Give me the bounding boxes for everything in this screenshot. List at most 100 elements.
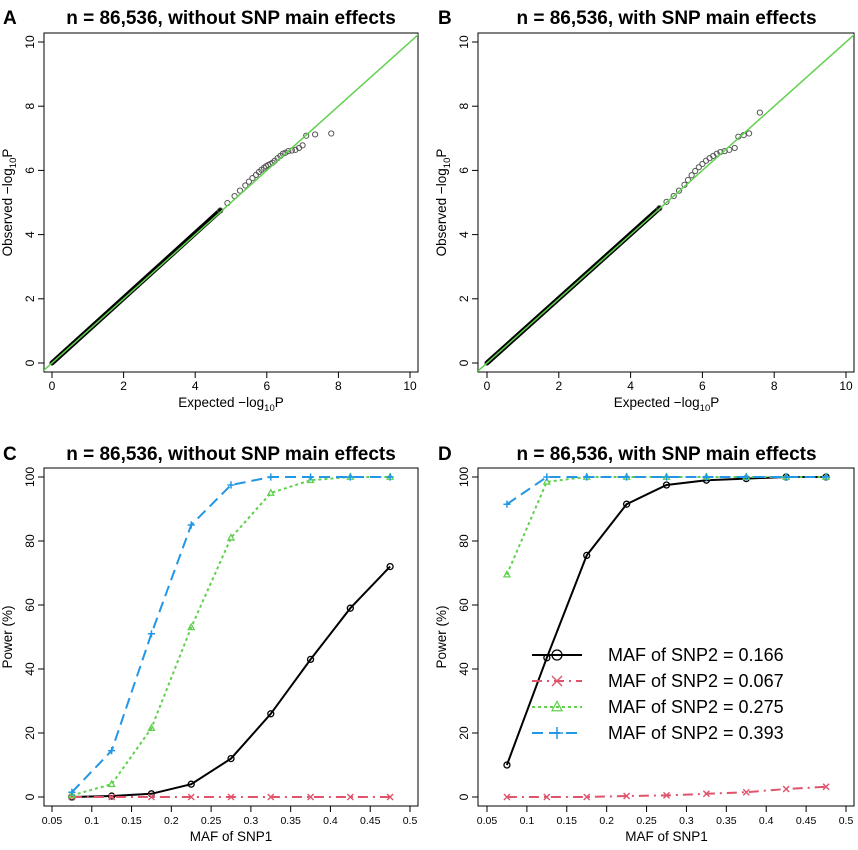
panel-letter: B xyxy=(438,8,452,29)
series-point xyxy=(543,793,551,801)
qq-point xyxy=(312,131,319,138)
x-axis-label: Expected −log10P xyxy=(614,395,720,414)
qq-point xyxy=(245,178,252,185)
series-point xyxy=(226,533,236,541)
y-tick-label: 100 xyxy=(457,467,471,487)
x-tick-label: 0.2 xyxy=(599,815,614,827)
y-tick-label: 80 xyxy=(23,534,37,548)
x-tick-label: 0.05 xyxy=(42,815,63,827)
x-tick-label: 0.15 xyxy=(557,815,578,827)
x-tick-label: 8 xyxy=(771,379,778,393)
series-point xyxy=(583,551,591,560)
qq-point xyxy=(236,187,244,194)
y-axis-label: Power (%) xyxy=(434,605,449,668)
series-point xyxy=(147,723,156,732)
plot-area xyxy=(44,33,418,372)
series-point xyxy=(386,562,394,571)
qq-point xyxy=(756,109,763,116)
series-point xyxy=(187,622,196,631)
label-part: P xyxy=(275,395,284,410)
series-point xyxy=(227,793,235,801)
x-tick-label: 4 xyxy=(192,379,199,393)
reference-line xyxy=(44,33,418,372)
series-point xyxy=(267,710,275,718)
x-tick-label: 0.5 xyxy=(403,815,418,827)
qq-point xyxy=(242,182,249,189)
series-point xyxy=(622,500,631,508)
series-point xyxy=(108,792,116,800)
x-tick-label: 8 xyxy=(335,379,342,393)
series-point xyxy=(227,754,235,763)
qq-point xyxy=(713,150,720,157)
y-tick-label: 100 xyxy=(23,467,37,487)
plot-area xyxy=(478,33,854,372)
legend-label: MAF of SNP2 = 0.067 xyxy=(608,671,784,691)
qq-point xyxy=(731,144,738,152)
legend-item: MAF of SNP2 = 0.067 xyxy=(532,671,784,691)
series-line xyxy=(71,565,391,798)
series-point xyxy=(742,473,750,481)
series-point xyxy=(187,780,195,788)
y-tick-label: 2 xyxy=(457,295,471,302)
series-point xyxy=(702,473,710,481)
y-tick-label: 60 xyxy=(23,598,37,612)
x-tick-label: 0.15 xyxy=(121,815,142,827)
series-3 xyxy=(502,472,831,578)
y-tick-label: 0 xyxy=(457,359,471,366)
qq-point xyxy=(692,167,699,175)
qq-point xyxy=(285,148,292,155)
y-tick-label: 40 xyxy=(457,662,471,676)
y-tick-label: 10 xyxy=(457,35,471,49)
series-point xyxy=(147,793,155,801)
x-tick-label: 0.3 xyxy=(679,815,694,827)
series-point xyxy=(583,793,591,801)
x-tick-label: 0 xyxy=(484,379,491,393)
y-tick-label: 20 xyxy=(23,726,37,740)
x-tick-label: 0.35 xyxy=(280,815,301,827)
panel-letter: A xyxy=(3,8,17,29)
plot-box xyxy=(43,32,419,373)
series-point xyxy=(187,793,195,801)
qq-point xyxy=(702,157,710,164)
series-point xyxy=(267,793,275,801)
series-point xyxy=(623,792,631,800)
label-part: P xyxy=(434,149,449,158)
x-tick-label: 0.05 xyxy=(477,815,498,827)
qq-point xyxy=(249,175,256,182)
y-tick-label: 10 xyxy=(23,35,37,49)
series-point xyxy=(306,655,315,664)
series-2 xyxy=(503,783,830,801)
series-line xyxy=(71,476,391,793)
log-subscript: 10 xyxy=(700,403,711,414)
label-part: Observed −log xyxy=(434,168,449,256)
x-tick-label: 0.25 xyxy=(636,815,657,827)
series-3 xyxy=(67,472,395,799)
series-2 xyxy=(68,793,394,801)
series-point xyxy=(307,793,315,801)
series-point xyxy=(346,793,354,801)
legend-marker xyxy=(551,675,563,687)
plot-box xyxy=(477,467,855,807)
legend-item: MAF of SNP2 = 0.166 xyxy=(532,645,784,665)
x-tick-label: 0.1 xyxy=(84,815,99,827)
legend-marker xyxy=(551,649,563,661)
qq-point xyxy=(656,205,663,212)
series-point xyxy=(187,521,195,529)
series-point xyxy=(108,747,116,755)
series-point xyxy=(306,475,315,484)
series-point xyxy=(502,569,512,578)
qq-point xyxy=(299,142,306,149)
x-tick-label: 0.45 xyxy=(796,815,817,827)
qq-point xyxy=(675,187,683,194)
label-part: Expected −log xyxy=(614,395,700,410)
y-tick-label: 4 xyxy=(457,231,471,238)
series-point xyxy=(503,761,511,769)
label-part: Expected −log xyxy=(178,395,264,410)
log-subscript: 10 xyxy=(8,158,19,169)
series-point xyxy=(67,790,76,799)
series-point xyxy=(782,473,790,481)
